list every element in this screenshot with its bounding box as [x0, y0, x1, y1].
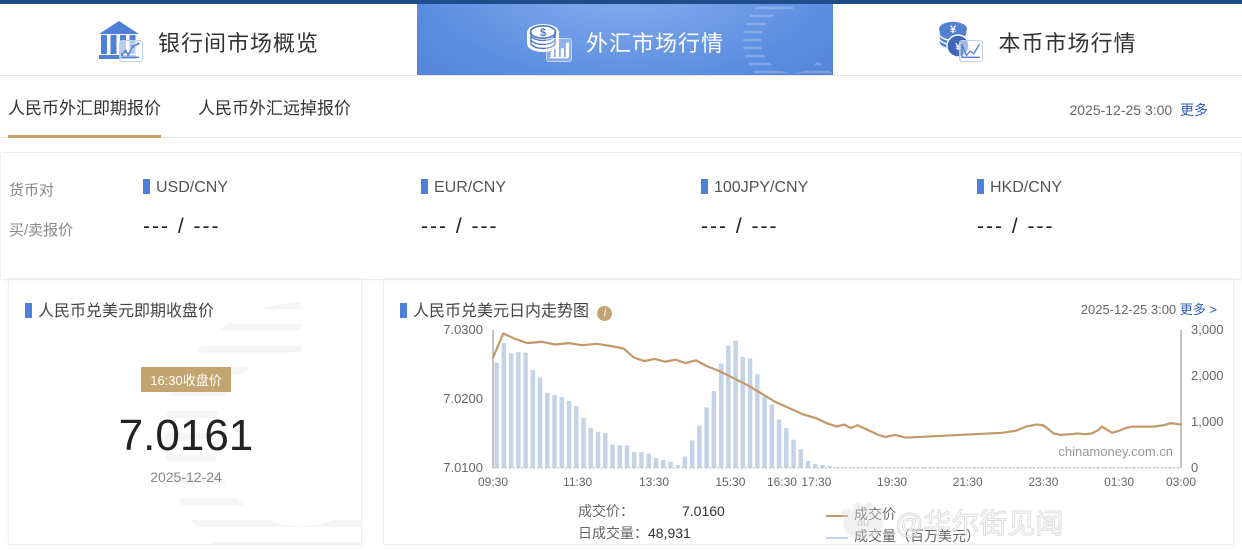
svg-text:23:30: 23:30 [1028, 475, 1058, 489]
svg-text:15:30: 15:30 [715, 475, 745, 489]
svg-text:7.0200: 7.0200 [443, 391, 483, 406]
svg-text:11:30: 11:30 [563, 475, 592, 489]
svg-text:16:30: 16:30 [767, 475, 797, 489]
svg-text:03:00: 03:00 [1166, 475, 1196, 489]
svg-text:du: du [857, 518, 869, 529]
svg-text:1,000: 1,000 [1191, 414, 1224, 429]
svg-text:7.0300: 7.0300 [443, 325, 483, 337]
svg-text:13:30: 13:30 [639, 475, 669, 489]
svg-text:01:30: 01:30 [1104, 475, 1134, 489]
svg-text:0: 0 [1191, 460, 1198, 475]
svg-text:3,000: 3,000 [1191, 325, 1224, 337]
svg-text:19:30: 19:30 [877, 475, 907, 489]
svg-text:¥: ¥ [950, 24, 957, 36]
svg-text:2,000: 2,000 [1191, 368, 1224, 383]
svg-text:7.0100: 7.0100 [443, 460, 483, 475]
svg-text:$: $ [540, 27, 546, 39]
svg-text:21:30: 21:30 [953, 475, 983, 489]
svg-text:@华尔街见闻: @华尔街见闻 [895, 508, 1063, 539]
svg-text:17:30: 17:30 [801, 475, 831, 489]
svg-text:chinamoney.com.cn: chinamoney.com.cn [1058, 444, 1173, 459]
svg-text:09:30: 09:30 [478, 475, 508, 489]
